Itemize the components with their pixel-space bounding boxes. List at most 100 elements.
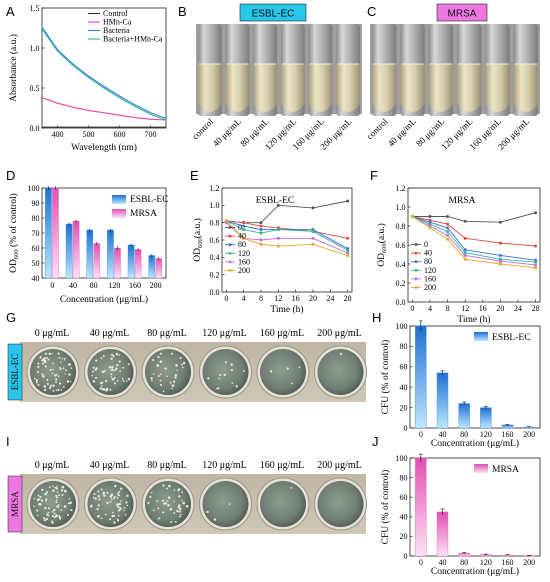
colony (61, 357, 64, 360)
bar-0 (65, 223, 73, 279)
data-point (259, 231, 263, 235)
colony (106, 491, 109, 494)
colony (124, 514, 127, 516)
x-tick-label: 40 (439, 430, 447, 439)
y-tick-label: 50 (32, 259, 40, 268)
colony (33, 377, 36, 380)
colony (178, 515, 181, 518)
y-axis-label: CFU (% of control) (380, 470, 391, 545)
colony (35, 379, 38, 382)
colony (111, 377, 115, 381)
colony (48, 507, 51, 510)
legend-swatch (112, 209, 126, 218)
tube-liquid (513, 64, 538, 112)
colony (68, 498, 71, 500)
colony (123, 509, 125, 512)
colony (98, 499, 100, 501)
colony (163, 502, 166, 505)
colony (228, 503, 231, 505)
colony (224, 361, 228, 364)
plate-header: 80 μg/mL (147, 328, 187, 339)
colony (54, 486, 56, 489)
data-point (463, 219, 467, 223)
x-axis-label: Time (h) (457, 314, 490, 325)
colony (167, 496, 171, 499)
plate-header: 200 μg/mL (317, 328, 362, 339)
colony (69, 501, 72, 505)
colony (171, 352, 174, 355)
x-tick-label: 8 (446, 304, 450, 313)
colony (63, 359, 66, 361)
colony (207, 377, 210, 380)
colony (108, 366, 112, 369)
data-point (346, 199, 350, 203)
colony (185, 504, 189, 508)
x-tick-label: 160 (502, 430, 514, 439)
series-line-1 (41, 97, 167, 121)
colony (235, 385, 238, 388)
data-point (259, 238, 263, 242)
data-point (276, 244, 280, 248)
legend-label: 80 (424, 257, 432, 266)
data-point (446, 237, 449, 241)
plate-header: 40 μg/mL (90, 460, 130, 471)
colony (100, 517, 103, 519)
x-tick-label: 80 (460, 558, 468, 567)
bar-1 (72, 220, 80, 279)
colony (206, 510, 209, 514)
panel-labels: A B C D E F G H I J (6, 4, 381, 449)
colony (118, 490, 121, 493)
colony (59, 361, 62, 363)
y-tick-label: 0 (404, 552, 408, 561)
colony (43, 518, 47, 522)
colony (101, 370, 105, 374)
colony (36, 514, 39, 517)
legend-label: MRSA (130, 209, 157, 219)
legend-label: 40 (424, 249, 432, 258)
x-tick-label: 120 (480, 430, 492, 439)
colony (102, 493, 105, 495)
x-axis-label: Concentration (μg/mL) (60, 294, 148, 305)
colony (112, 511, 114, 514)
x-tick-label: 28 (344, 294, 352, 303)
colony (52, 485, 54, 488)
y-tick-label: 0.4 (396, 260, 406, 269)
colony (103, 494, 106, 497)
data-point (463, 257, 467, 261)
plate-agar (317, 481, 364, 527)
colony (117, 494, 120, 497)
colony (110, 373, 113, 376)
colony (47, 358, 50, 361)
colony (111, 365, 114, 369)
colony (159, 379, 162, 382)
x-tick-label: 0 (224, 294, 228, 303)
x-tick-label: 200 (523, 558, 535, 567)
plate-header: 0 μg/mL (35, 328, 70, 339)
colony (52, 384, 55, 387)
colony (118, 360, 121, 363)
colony (159, 373, 162, 376)
colony (178, 510, 181, 513)
colony (42, 362, 45, 365)
colony (95, 359, 98, 362)
colony (116, 363, 119, 367)
y-tick-label: 0 (404, 424, 408, 433)
colony (68, 373, 71, 376)
colony (340, 352, 343, 355)
plate-header: 120 μg/mL (202, 460, 247, 471)
colony (52, 362, 54, 365)
x-tick-label: 0 (410, 304, 414, 313)
series-line-200 (412, 216, 536, 269)
colony (118, 354, 120, 356)
esbl-badge: ESBL-EC (239, 3, 307, 22)
colony (55, 499, 58, 501)
colony (243, 370, 245, 372)
y-axis-label: OD600(a.u.) (376, 223, 388, 267)
colony (37, 384, 40, 386)
legend-label: 120 (238, 249, 250, 258)
colony (46, 514, 48, 516)
colony (108, 518, 111, 521)
x-tick-label: 80 (460, 430, 468, 439)
colony (92, 380, 96, 383)
plate-agar (260, 481, 306, 527)
